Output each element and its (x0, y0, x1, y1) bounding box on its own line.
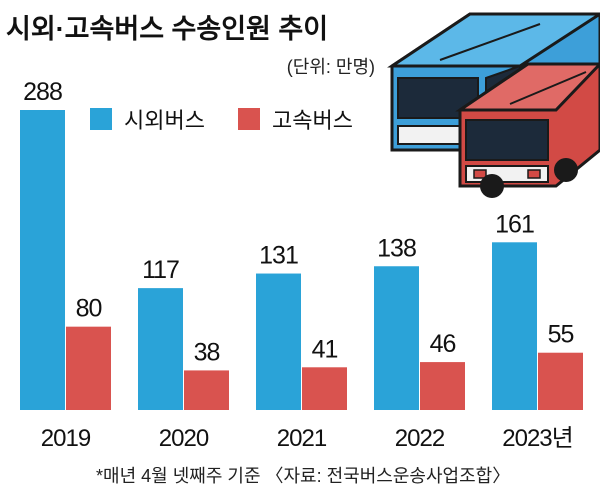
value-label-intercity-2023년: 161 (495, 210, 534, 238)
value-label-intercity-2020: 117 (142, 256, 179, 284)
value-label-intercity-2019: 288 (23, 78, 62, 106)
legend-label-express: 고속버스 (272, 108, 353, 133)
bar-express-2020 (184, 370, 229, 410)
category-labels: 2019 2020 2021 2022 2023년 (41, 425, 574, 452)
category-label-2023년: 2023년 (502, 425, 572, 452)
bar-intercity-2020 (138, 288, 183, 410)
footnote-source: *매년 4월 넷째주 기준 〈자료: 전국버스운송사업조합〉 (96, 466, 510, 486)
legend-swatch-express (238, 108, 260, 130)
bar-express-2021 (302, 367, 347, 410)
red-bus-icon (455, 62, 600, 198)
bar-express-2019 (66, 326, 111, 410)
bar-intercity-2023년 (492, 242, 537, 410)
chart-title: 시외·고속버스 수송인원 추이 (6, 14, 328, 44)
bar-intercity-2021 (256, 273, 301, 410)
legend-label-intercity: 시외버스 (124, 108, 205, 133)
bus-illustration (387, 12, 600, 198)
value-label-intercity-2022: 138 (377, 234, 416, 262)
bar-intercity-2022 (374, 266, 419, 410)
value-label-express-2019: 80 (76, 295, 102, 323)
value-label-express-2021: 41 (312, 335, 338, 363)
value-label-express-2022: 46 (430, 330, 456, 358)
legend-swatch-intercity (90, 108, 112, 130)
bar-express-2023년 (538, 352, 583, 410)
value-labels: 288 80 117 38 131 41 138 46 161 55 (23, 78, 574, 366)
category-label-2020: 2020 (159, 425, 209, 452)
bar-intercity-2019 (20, 110, 65, 410)
category-label-2019: 2019 (41, 425, 91, 452)
bar-group (20, 110, 583, 410)
category-label-2022: 2022 (395, 425, 445, 452)
value-label-intercity-2021: 131 (259, 242, 298, 270)
legend: 시외버스 고속버스 (90, 108, 353, 133)
bar-express-2022 (420, 362, 465, 410)
value-label-express-2023년: 55 (548, 321, 574, 349)
unit-label: (단위: 만명) (287, 57, 375, 77)
value-label-express-2020: 38 (194, 338, 220, 366)
category-label-2021: 2021 (277, 425, 327, 452)
